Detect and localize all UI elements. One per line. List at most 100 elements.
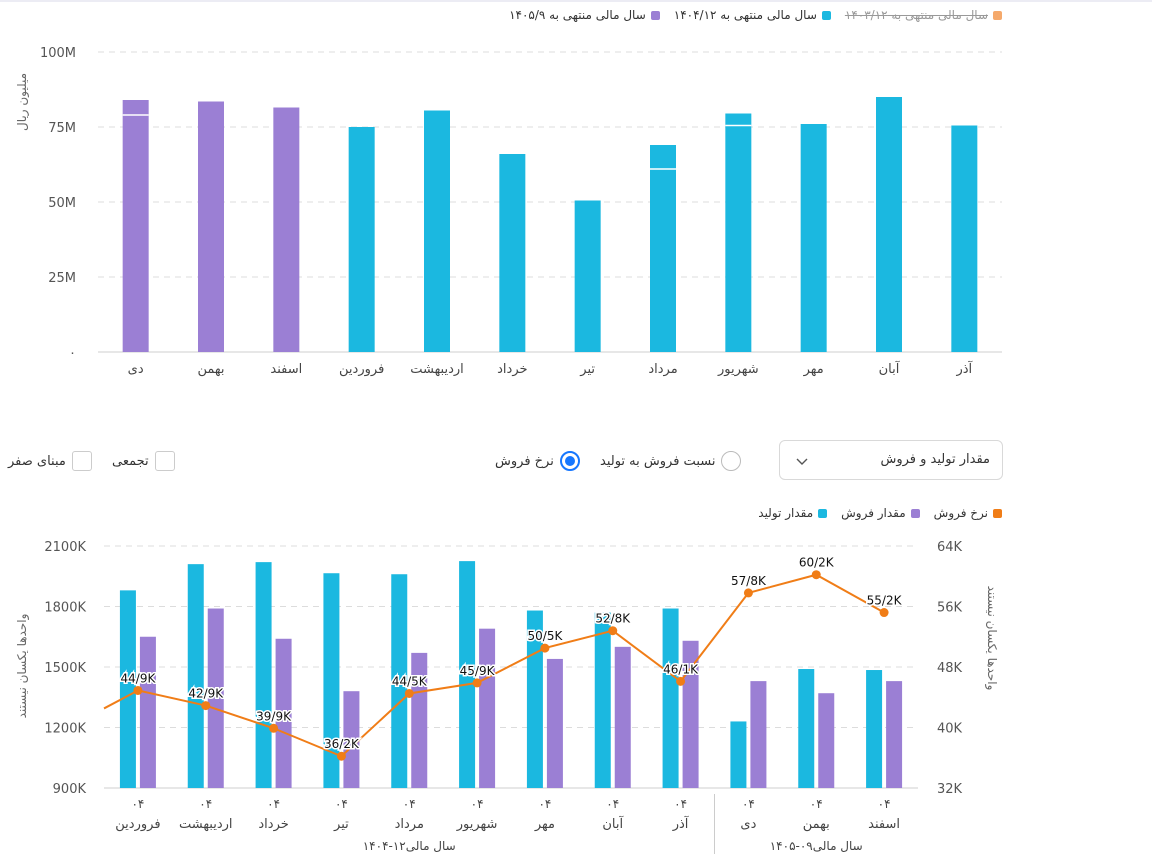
x-tick-label: آبان <box>879 360 901 377</box>
bar-sales <box>411 652 428 788</box>
x-tick-label: آذر <box>672 815 690 832</box>
x-tick-label: اردیبهشت <box>410 362 464 377</box>
x-tick-label: اسفند <box>270 362 302 377</box>
bottom-chart-legend: مقدار تولید مقدار فروش نرخ فروش <box>758 506 1002 520</box>
x-tick-label: آذر <box>955 360 973 377</box>
sales-rate-point <box>472 678 482 688</box>
monthly-bar-chart: ۰ 25M 50M 75M 100M میلیون ریال دی بهمن اسفند فرور… <box>15 46 1002 377</box>
x-tick-label: تیر <box>333 817 349 832</box>
sales-rate-point <box>676 676 686 686</box>
y-left-tick-label: 2100K <box>44 540 86 555</box>
sales-rate-point <box>269 723 279 733</box>
bar-sales <box>343 691 360 788</box>
bar <box>424 110 450 352</box>
legend-swatch <box>650 10 660 20</box>
group-label: سال مالی۱۲-۱۴۰۴ <box>363 839 456 853</box>
top-chart-legend: سال مالی منتهی به ۱۴۰۵/۹ سال مالی منتهی ب… <box>509 8 1002 22</box>
checkbox-box[interactable] <box>154 451 175 471</box>
y-left-tick-label: 1500K <box>44 661 86 676</box>
legend-label: مقدار تولید <box>758 506 814 520</box>
bar-sales <box>207 608 224 788</box>
x-tick-label: مهر <box>803 362 824 377</box>
x-tick-label: شهریور <box>717 362 759 377</box>
bar-sales <box>275 638 292 788</box>
sales-rate-data-label: 57/8K <box>731 574 767 588</box>
y-tick-label: 100M <box>40 46 76 61</box>
legend-label: سال مالی منتهی به ۱۴۰۳/۱۲ <box>844 8 988 22</box>
x-tick-label: دی <box>740 817 756 832</box>
legend-swatch <box>818 508 828 518</box>
checkbox-box[interactable] <box>71 451 92 471</box>
bar-production <box>391 574 408 788</box>
radio-sales-ratio[interactable]: نسبت فروش به تولید <box>600 451 742 471</box>
radio-sales-ratio-label: نسبت فروش به تولید <box>600 453 716 469</box>
sales-rate-point <box>540 643 550 653</box>
x-tick-label: آبان <box>602 815 624 832</box>
x-tick-label: دی <box>128 362 144 377</box>
x-tick-label: مرداد <box>395 817 424 832</box>
bar <box>574 200 601 352</box>
sales-rate-point <box>404 688 414 698</box>
bar-sales <box>750 681 767 788</box>
legend-label: سال مالی منتهی به ۱۴۰۴/۱۲ <box>673 8 817 22</box>
bar-production <box>187 564 204 788</box>
sales-rate-point <box>811 570 821 580</box>
bar-production <box>866 670 883 788</box>
x-tick-label: مهر <box>534 817 555 832</box>
legend-item[interactable]: مقدار تولید <box>758 506 828 520</box>
sales-rate-data-label: 46/1K <box>663 662 699 676</box>
x-tick-label: مرداد <box>648 362 677 377</box>
radio-circle[interactable] <box>721 451 742 471</box>
x-tick-year: ۰۴ <box>878 797 891 811</box>
legend-label: مقدار فروش <box>841 506 906 520</box>
legend-item[interactable]: سال مالی منتهی به ۱۴۰۵/۹ <box>509 8 660 22</box>
legend-swatch <box>993 508 1002 518</box>
x-tick-label: فروردین <box>339 362 384 377</box>
checkbox-zero-base[interactable]: مبنای صفر <box>8 451 92 471</box>
legend-swatch <box>993 10 1002 20</box>
sales-rate-data-label: 55/2K <box>867 594 903 608</box>
x-tick-label: خرداد <box>258 817 288 832</box>
group-label: سال مالی۰۹-۱۴۰۵ <box>770 839 863 853</box>
checkbox-zero-base-label: مبنای صفر <box>8 453 66 469</box>
bar-sales <box>614 646 631 788</box>
legend-item[interactable]: نرخ فروش <box>934 506 1002 520</box>
x-tick-year: ۰۴ <box>674 797 687 811</box>
bar-production <box>662 608 679 788</box>
x-tick-year: ۰۴ <box>199 797 212 811</box>
sales-rate-data-label: 52/8K <box>595 612 631 626</box>
y-right-tick-label: 40K <box>937 722 963 737</box>
bar-production <box>730 721 747 788</box>
bar <box>650 145 676 352</box>
legend-item[interactable]: سال مالی منتهی به ۱۴۰۴/۱۲ <box>674 8 831 22</box>
bar-sales <box>818 693 835 788</box>
y-left-tick-label: 1800K <box>44 601 86 616</box>
sales-rate-data-label: 60/2K <box>799 556 835 570</box>
chevron-down-icon <box>796 458 808 465</box>
bar-sales <box>479 628 496 788</box>
legend-item[interactable]: سال مالی منتهی به ۱۴۰۳/۱۲ <box>845 8 1002 22</box>
sales-rate-point <box>201 701 211 711</box>
y-tick-label: 50M <box>48 196 76 211</box>
y-left-axis-label: واحدها یکسان نیستند <box>15 614 30 719</box>
checkbox-cumulative[interactable]: تجمعی <box>112 451 175 471</box>
sales-rate-data-label: 44/5K <box>392 674 428 688</box>
bar-production <box>798 669 815 788</box>
x-tick-year: ۰۴ <box>606 797 619 811</box>
legend-label: نرخ فروش <box>933 506 988 520</box>
x-tick-label: بهمن <box>197 362 224 377</box>
y-tick-label: 75M <box>48 121 76 136</box>
radio-sales-rate[interactable]: نرخ فروش <box>495 451 580 471</box>
x-tick-label: فروردین <box>115 817 160 832</box>
sales-rate-data-label: 36/2K <box>324 737 360 751</box>
legend-item[interactable]: مقدار فروش <box>841 506 920 520</box>
y-axis-label: میلیون ریال <box>15 73 30 131</box>
top-divider <box>0 0 1152 2</box>
sales-rate-point <box>133 685 143 695</box>
bar-production <box>119 590 136 788</box>
metric-select[interactable]: مقدار تولید و فروش <box>779 440 1003 480</box>
bar-production <box>255 562 272 788</box>
bar <box>725 113 752 352</box>
x-tick-year: ۰۴ <box>538 797 551 811</box>
radio-circle-selected[interactable] <box>559 451 580 471</box>
